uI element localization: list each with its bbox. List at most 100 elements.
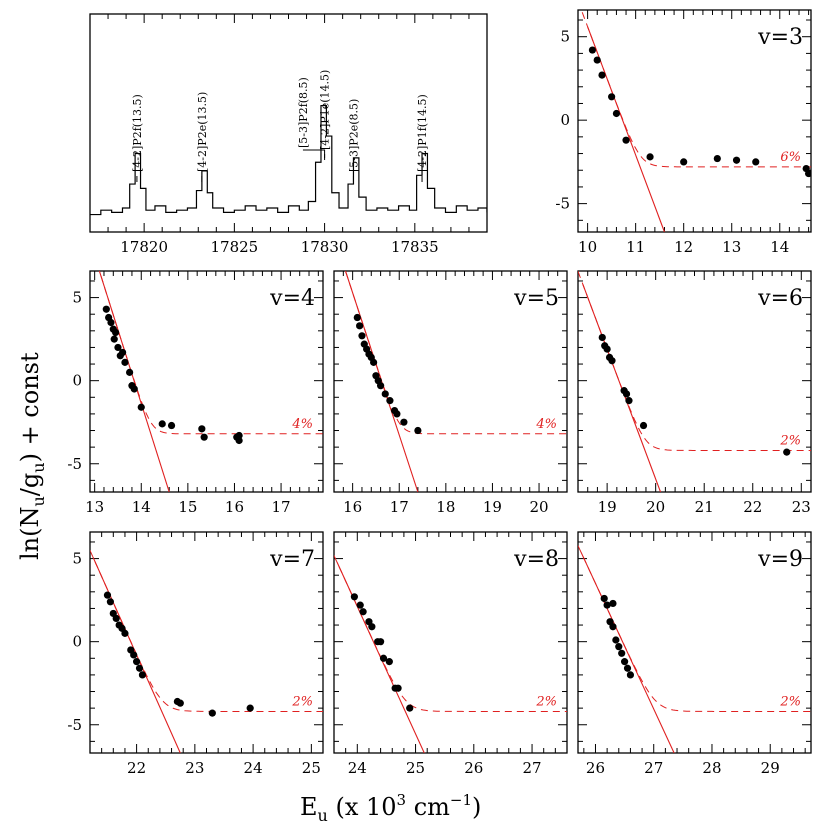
data-point <box>625 397 633 405</box>
percentage-label: 2% <box>779 433 801 448</box>
data-point <box>646 153 654 161</box>
x-tick-label: 29 <box>761 759 780 777</box>
data-point <box>623 664 632 672</box>
data-point <box>783 448 791 456</box>
fit-line <box>580 551 675 753</box>
data-point <box>385 658 393 666</box>
data-point <box>200 433 208 441</box>
data-point <box>121 358 129 366</box>
y-axis-title: ln(Nu/gu) + const <box>16 352 48 560</box>
total-fit-curve <box>98 271 323 435</box>
x-tick-label: 25 <box>406 759 425 777</box>
x-tick-label: 13 <box>722 238 741 256</box>
data-point <box>622 390 631 398</box>
data-point <box>158 420 166 428</box>
data-point <box>102 305 110 313</box>
vibrational-level-label: v=8 <box>513 547 559 572</box>
y-tick-label: 5 <box>560 28 570 46</box>
vibrational-level-label: v=4 <box>269 286 315 311</box>
percentage-label: 6% <box>780 150 801 165</box>
panel-v4: 13 14 15 16 17 -5 0 5 v=4 4% <box>67 270 324 516</box>
x-tick-label: 27 <box>644 759 663 777</box>
plot-frame <box>577 531 812 754</box>
percentage-label: 4% <box>535 417 557 432</box>
data-point <box>107 318 115 327</box>
data-point <box>359 608 367 616</box>
plot-frame <box>333 270 568 493</box>
data-point <box>680 158 688 166</box>
x-tick-label: 17830 <box>301 238 349 256</box>
data-point <box>370 358 378 366</box>
vibrational-level-label: v=7 <box>269 547 315 572</box>
y-tick-label: 5 <box>72 289 82 307</box>
total-fit-curve <box>578 545 811 712</box>
x-tick-label: 23 <box>792 498 811 516</box>
x-tick-label: 17820 <box>120 238 168 256</box>
data-point <box>350 593 358 601</box>
x-tick-label: 25 <box>302 759 321 777</box>
data-point <box>130 385 138 393</box>
x-tick-label: 26 <box>464 759 483 777</box>
data-point <box>598 333 606 342</box>
panel-v5: 16 17 18 19 20 v=5 4% <box>333 270 568 516</box>
data-point <box>358 332 366 340</box>
x-tick-label: 15 <box>178 498 197 516</box>
panel-v7: 22 23 24 25 -5 0 5 v=7 2% <box>67 531 324 777</box>
x-tick-label: 20 <box>646 498 665 516</box>
data-point <box>112 614 120 623</box>
x-tick-label: 24 <box>348 759 367 777</box>
x-tick-label: 20 <box>529 498 548 516</box>
x-tick-label: 14 <box>132 498 151 516</box>
data-point <box>368 623 376 631</box>
total-fit-curve <box>90 550 323 712</box>
y-tick-label: 0 <box>72 633 82 651</box>
total-fit-curve <box>334 555 567 712</box>
vibrational-level-label: v=6 <box>757 286 803 311</box>
data-point <box>639 421 648 430</box>
y-tick-label: -5 <box>67 455 82 473</box>
x-tick-label: 26 <box>586 759 605 777</box>
data-point <box>130 651 138 659</box>
data-point <box>622 136 630 144</box>
x-tick-label: 24 <box>244 759 263 777</box>
x-tick-label: 11 <box>626 238 645 256</box>
data-point <box>588 46 597 54</box>
data-point <box>400 418 408 426</box>
data-point <box>379 654 388 662</box>
percentage-label: 2% <box>291 694 313 709</box>
data-point <box>356 322 364 330</box>
x-tick-label: 13 <box>85 498 104 516</box>
vibrational-level-label: v=9 <box>757 547 803 572</box>
y-tick-label: -5 <box>67 716 82 734</box>
data-point <box>713 154 721 163</box>
data-point <box>618 649 626 657</box>
total-fit-curve <box>344 271 567 435</box>
data-point <box>377 382 385 390</box>
data-point <box>112 328 120 337</box>
data-point <box>114 343 122 352</box>
data-point <box>600 594 608 603</box>
data-point <box>406 704 414 712</box>
panel-v3: 10 11 12 13 14 -5 0 5 v=3 6% <box>555 9 812 256</box>
x-tick-label: 23 <box>185 759 204 777</box>
panel-v9: 26 27 28 29 v=9 2% <box>577 531 812 777</box>
x-tick-label: 17835 <box>391 238 439 256</box>
data-point <box>126 368 134 376</box>
x-tick-label: 16 <box>343 498 362 516</box>
x-tick-label: 19 <box>598 498 617 516</box>
data-point <box>235 436 243 445</box>
data-point <box>804 169 811 178</box>
percentage-label: 4% <box>291 417 313 432</box>
data-point <box>603 601 611 609</box>
data-point <box>593 56 601 64</box>
total-fit-curve <box>580 10 811 168</box>
data-point <box>137 403 145 411</box>
x-tick-label: 14 <box>770 238 789 256</box>
x-tick-label: 12 <box>674 238 693 256</box>
data-point <box>615 643 623 651</box>
plot-frame <box>577 9 812 233</box>
data-point <box>609 599 617 608</box>
data-point <box>612 109 621 118</box>
x-tick-label: 28 <box>702 759 721 777</box>
data-point <box>110 335 118 343</box>
